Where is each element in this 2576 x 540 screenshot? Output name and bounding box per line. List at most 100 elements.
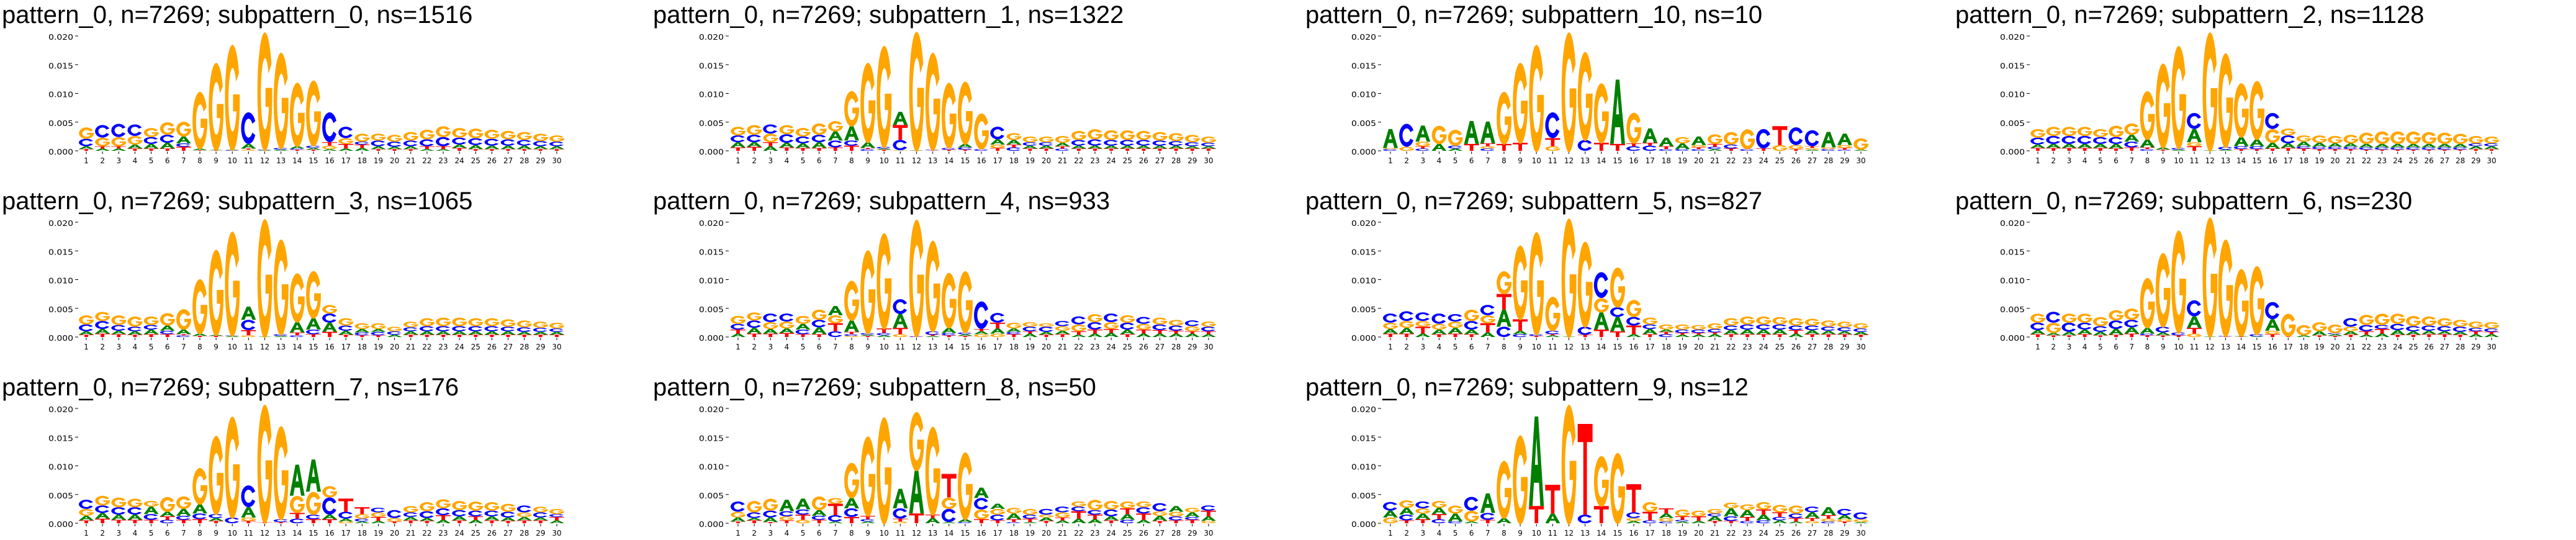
x-tick-label: 2 <box>100 156 105 165</box>
logo-letter-T <box>1201 510 1216 516</box>
logo-letter-T <box>893 328 908 335</box>
y-tick-label: 0.005 <box>1351 119 1376 128</box>
y-tick-label: 0.020 <box>2000 33 2025 42</box>
logo-letter-C <box>225 335 240 336</box>
logo-letter-G <box>1038 323 1054 327</box>
logo-letter-T <box>844 331 859 335</box>
x-tick-label: 6 <box>817 156 822 165</box>
logo-letter-G <box>79 509 94 516</box>
logo-letter-G <box>2124 308 2140 320</box>
logo-letter-C <box>1104 509 1118 516</box>
y-tick-label: 0.010 <box>1351 277 1376 286</box>
logo-letter-A <box>500 517 516 521</box>
logo-letter-A <box>516 331 532 335</box>
x-tick-label: 26 <box>1139 529 1148 538</box>
panel-title: pattern_0, n=7269; subpattern_4, ns=933 <box>653 187 1110 215</box>
logo-letter-A <box>1136 520 1151 523</box>
x-tick-label: 24 <box>1759 529 1768 538</box>
logo-letter-G <box>500 319 516 327</box>
logo-letter-G <box>79 127 94 139</box>
logo-letter-A <box>2312 143 2327 147</box>
logo-letter-G <box>1545 297 1560 331</box>
logo-panel: pattern_0, n=7269; subpattern_0, ns=1516… <box>2 1 564 165</box>
x-tick-label: 6 <box>165 343 170 351</box>
logo-letter-A <box>371 146 386 150</box>
logo-letter-G <box>1545 146 1560 151</box>
logo-letter-A <box>95 148 110 151</box>
logo-letter-A <box>533 331 548 335</box>
logo-letter-G <box>731 511 745 518</box>
logo-letter-T <box>354 335 370 337</box>
logo-letter-T <box>779 147 795 151</box>
logo-letter-G <box>2328 136 2343 144</box>
logo-letter-G <box>763 322 778 330</box>
y-tick-label: 0.010 <box>48 463 73 472</box>
x-tick-label: 21 <box>1710 156 1719 165</box>
x-tick-label: 19 <box>1678 156 1687 165</box>
logo-letter-G <box>2359 315 2374 325</box>
logo-letter-T <box>974 519 989 523</box>
logo-letter-C <box>763 124 778 134</box>
x-tick-label: 17 <box>1646 529 1655 538</box>
logo-letter-G <box>2484 137 2499 144</box>
logo-letter-C <box>1626 317 1641 326</box>
logo-letter-C <box>273 519 288 523</box>
x-tick-label: 1 <box>84 529 89 538</box>
logo-letter-C <box>2374 147 2389 150</box>
logo-letter-C <box>2061 135 2076 144</box>
logo-letter-T <box>2452 335 2468 337</box>
x-tick-label: 19 <box>1678 343 1687 351</box>
y-tick-label: 0.000 <box>48 148 73 156</box>
logo-letter-C <box>860 333 875 335</box>
logo-letter-A <box>1853 150 1868 151</box>
logo-letter-C <box>371 331 385 336</box>
x-tick-label: 8 <box>197 156 202 165</box>
logo-letter-C <box>763 313 778 322</box>
x-tick-label: 3 <box>116 156 121 165</box>
logo-letter-T <box>974 329 989 331</box>
logo-letter-A <box>209 518 224 521</box>
logo-letter-C <box>241 320 256 330</box>
logo-letter-T <box>160 334 175 337</box>
logo-letter-G <box>1593 298 1609 313</box>
logo-letter-T <box>516 335 532 337</box>
y-tick-label: 0.000 <box>2000 334 2025 343</box>
logo-letter-A <box>192 333 207 336</box>
logo-letter-T <box>2374 150 2390 151</box>
logo-letter-G <box>958 452 973 520</box>
logo-letter-C <box>1545 112 1560 138</box>
logo-letter-G <box>1038 515 1054 518</box>
logo-letter-C <box>747 320 761 328</box>
x-tick-label: 8 <box>2145 343 2150 351</box>
logo-letter-C <box>1184 142 1199 146</box>
logo-letter-T <box>1383 333 1398 337</box>
logo-letter-C <box>1480 305 1495 315</box>
logo-letter-T <box>1136 513 1151 520</box>
logo-letter-C <box>2405 147 2420 150</box>
x-tick-label: 10 <box>880 156 889 165</box>
logo-letter-G <box>1431 125 1447 145</box>
logo-letter-T <box>1480 520 1495 523</box>
x-tick-label: 18 <box>1009 529 1019 538</box>
logo-letter-T <box>403 520 418 523</box>
logo-letter-G <box>2468 322 2484 328</box>
x-tick-label: 10 <box>228 156 237 165</box>
x-tick-label: 22 <box>422 156 431 165</box>
logo-letter-T <box>289 150 305 151</box>
logo-letter-T <box>2140 147 2155 150</box>
logo-letter-C <box>1006 522 1021 523</box>
logo-letter-A <box>1804 330 1820 335</box>
x-tick-label: 16 <box>976 529 986 538</box>
logo-letter-A <box>2140 139 2155 148</box>
logo-letter-G <box>1088 129 1103 140</box>
logo-letter-G <box>1152 132 1168 141</box>
x-tick-label: 9 <box>865 343 870 351</box>
logo-letter-C <box>549 328 564 332</box>
logo-letter-T <box>2077 148 2092 151</box>
logo-letter-T <box>468 149 484 151</box>
x-tick-label: 30 <box>1856 529 1865 538</box>
logo-letter-G <box>516 512 532 517</box>
logo-letter-G <box>2468 136 2484 144</box>
logo-letter-T <box>795 515 811 520</box>
logo-letter-A <box>95 513 110 519</box>
